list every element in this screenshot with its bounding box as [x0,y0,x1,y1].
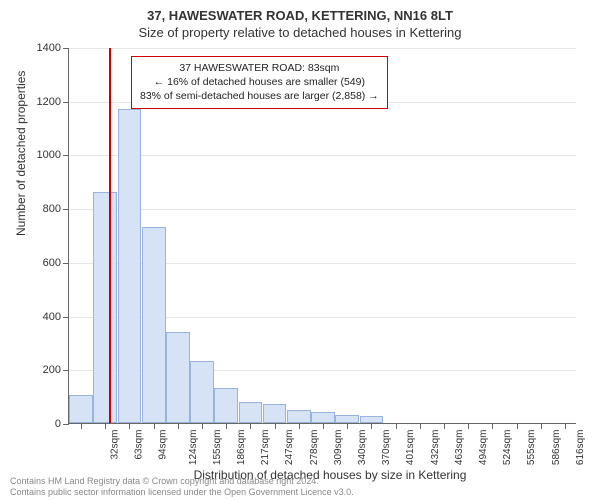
x-tick [154,423,155,429]
x-tick [517,423,518,429]
x-tick-label: 340sqm [357,430,368,466]
y-tick [63,155,69,156]
y-tick [63,370,69,371]
x-tick-label: 186sqm [236,430,247,466]
footer-line1: Contains HM Land Registry data © Crown c… [10,476,354,487]
page-title: 37, HAWESWATER ROAD, KETTERING, NN16 8LT [10,8,590,23]
x-tick-label: 616sqm [575,430,586,466]
y-tick [63,424,69,425]
histogram-bar [263,404,287,423]
x-tick [371,423,372,429]
histogram-bar [239,402,263,423]
property-marker-line [109,48,111,423]
histogram-bar [166,332,190,423]
histogram-bar [311,412,335,423]
x-tick-label: 494sqm [478,430,489,466]
histogram-bar [118,109,142,423]
histogram-chart: 020040060080010001200140032sqm63sqm94sqm… [68,48,576,424]
x-tick-label: 524sqm [502,430,513,466]
y-tick-label: 200 [43,364,61,376]
x-tick [250,423,251,429]
x-tick-label: 463sqm [454,430,465,466]
y-axis-label: Number of detached properties [14,71,28,236]
y-tick-label: 800 [43,203,61,215]
histogram-bar [69,395,93,423]
x-tick [541,423,542,429]
x-tick-label: 370sqm [381,430,392,466]
x-tick [323,423,324,429]
y-tick [63,48,69,49]
y-tick-label: 1200 [37,96,61,108]
histogram-bar [142,227,166,423]
x-tick-label: 94sqm [158,430,169,460]
x-tick [275,423,276,429]
x-tick-label: 586sqm [551,430,562,466]
footer-credits: Contains HM Land Registry data © Crown c… [10,476,354,498]
y-tick [63,209,69,210]
x-tick-label: 278sqm [309,430,320,466]
x-tick [202,423,203,429]
histogram-bar [360,416,384,423]
x-tick [226,423,227,429]
x-tick [396,423,397,429]
y-tick-label: 0 [55,418,61,430]
histogram-bar [335,415,359,423]
annotation-line3: 83% of semi-detached houses are larger (… [140,89,379,103]
footer-line2: Contains public sector information licen… [10,487,354,498]
x-tick [420,423,421,429]
x-tick [468,423,469,429]
x-tick [129,423,130,429]
y-tick [63,263,69,264]
histogram-bar [93,192,117,423]
y-tick-label: 1400 [37,42,61,54]
x-tick [105,423,106,429]
y-tick-label: 400 [43,311,61,323]
x-tick-label: 432sqm [430,430,441,466]
histogram-bar [287,410,311,423]
x-tick [299,423,300,429]
annotation-line2: ← 16% of detached houses are smaller (54… [140,75,379,89]
x-tick-label: 217sqm [260,430,271,466]
y-tick [63,317,69,318]
x-tick-label: 155sqm [212,430,223,466]
histogram-bar [214,388,238,423]
x-tick [178,423,179,429]
histogram-bar [190,361,214,423]
x-tick-label: 124sqm [188,430,199,466]
x-tick-label: 247sqm [285,430,296,466]
x-tick [565,423,566,429]
x-tick [81,423,82,429]
x-tick-label: 401sqm [405,430,416,466]
y-tick-label: 600 [43,257,61,269]
page-subtitle: Size of property relative to detached ho… [10,25,590,40]
x-tick-label: 63sqm [134,430,145,460]
annotation-line1: 37 HAWESWATER ROAD: 83sqm [140,61,379,75]
x-tick [444,423,445,429]
y-tick-label: 1000 [37,149,61,161]
x-tick [347,423,348,429]
y-tick [63,102,69,103]
x-tick-label: 555sqm [526,430,537,466]
x-tick-label: 32sqm [110,430,121,460]
annotation-box: 37 HAWESWATER ROAD: 83sqm← 16% of detach… [131,56,388,109]
x-tick-label: 309sqm [333,430,344,466]
x-tick [492,423,493,429]
